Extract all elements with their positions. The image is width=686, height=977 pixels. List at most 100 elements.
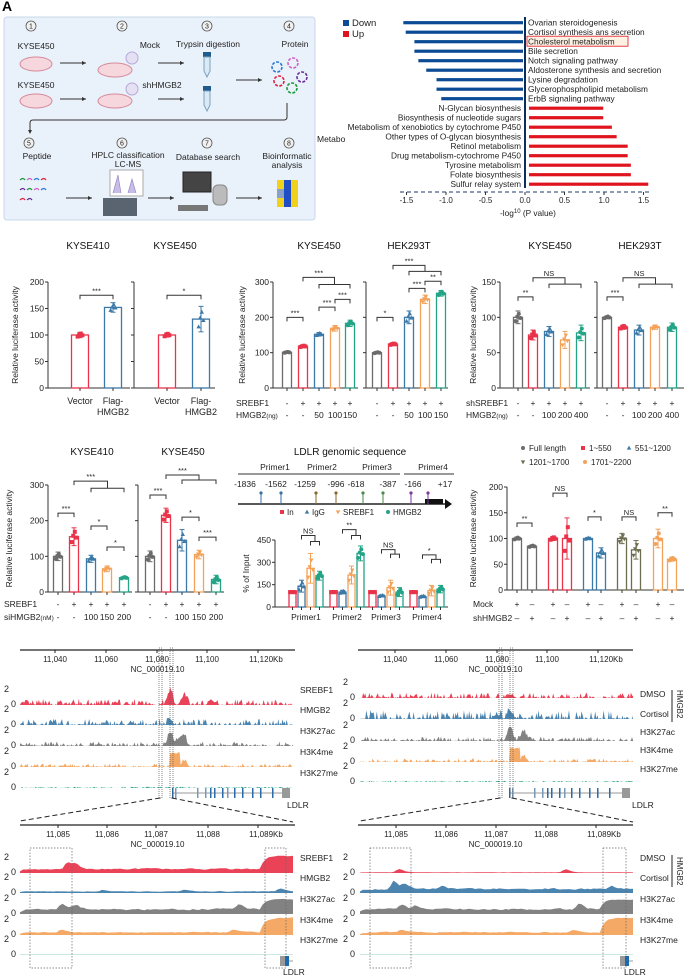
y-tick-label: 50	[494, 559, 504, 569]
significance-bracket	[73, 480, 108, 489]
chromosome-label: NC_000019.10	[131, 840, 185, 849]
exon	[589, 788, 591, 798]
bar	[547, 537, 559, 591]
condition-value: -	[57, 612, 60, 622]
ruler-tick-label: 11,085	[46, 830, 70, 839]
data-point	[622, 537, 627, 542]
scale-min-label: 0	[11, 887, 16, 897]
data-point	[342, 589, 348, 594]
significance-bracket	[342, 529, 357, 536]
ruler-tick-label: 11,040	[43, 655, 67, 664]
label-analysis: analysis	[272, 160, 303, 170]
peptide-icon	[33, 187, 40, 191]
group-label: HMGB2	[675, 857, 684, 886]
data-point	[109, 304, 115, 309]
bar	[297, 345, 309, 389]
data-point	[319, 332, 324, 337]
condition-row-label: siHMGB2(nM)	[4, 612, 54, 622]
legend-swatch-up	[343, 31, 349, 37]
condition-value: +	[670, 398, 675, 408]
significance-label: *	[189, 508, 192, 517]
peptide-icon	[26, 177, 33, 181]
y-tick-label: 0	[498, 585, 503, 595]
zoom-guide-line	[511, 797, 634, 823]
tube-cap-icon	[203, 52, 211, 57]
data-point	[296, 587, 302, 592]
step-circle	[283, 137, 295, 149]
data-point	[211, 580, 216, 585]
scale-min-label: 0	[11, 761, 16, 771]
x-tick-label: 1.0	[598, 196, 610, 205]
data-point	[148, 551, 153, 556]
condition-value: -	[286, 398, 289, 408]
significance-sub-bracket	[548, 283, 582, 289]
scale-max-label: 2	[343, 872, 348, 882]
step-circle	[116, 137, 128, 149]
data-point	[567, 538, 572, 543]
pathway-label: Lysine degradation	[528, 75, 598, 85]
condition-value: 200	[648, 410, 662, 420]
data-point	[108, 307, 113, 312]
scale-min-label: 0	[11, 929, 16, 939]
track-label: H3K4me	[300, 915, 333, 925]
chromosome-label: NC_000019.10	[469, 665, 523, 674]
significance-sub-bracket	[90, 487, 125, 493]
data-point	[623, 325, 628, 330]
condition-value: 100	[84, 612, 98, 622]
zoom-guide-line	[19, 797, 161, 822]
primer-site-marker	[259, 491, 263, 495]
condition-value: +	[122, 599, 127, 609]
data-point	[547, 326, 552, 331]
condition-value: +	[333, 398, 338, 408]
track-label: H3K27me	[300, 768, 338, 778]
step-circle	[283, 20, 295, 32]
position-label: -618	[347, 479, 364, 489]
exon	[205, 788, 207, 798]
zoom-signal-track	[360, 869, 633, 873]
bar	[371, 352, 383, 389]
heatmap-cell-icon	[277, 198, 284, 207]
chart-title: KYSE450	[153, 241, 197, 252]
y-tick-label: 300	[257, 557, 271, 567]
peptide-icon	[19, 177, 26, 181]
chart-title: KYSE450	[528, 241, 572, 252]
data-point	[631, 553, 636, 558]
track-label: H3K4me	[640, 745, 673, 755]
condition-value: +	[214, 599, 219, 609]
bar	[633, 329, 645, 389]
data-point	[182, 538, 187, 543]
scale-max-label: 2	[4, 704, 9, 714]
chromosome-label: NC_000019.10	[469, 840, 523, 849]
significance-label: ***	[62, 504, 71, 513]
step-number: 2	[120, 24, 124, 31]
cells-magnifier-icon	[125, 82, 139, 96]
x-tick-label: -0.5	[479, 196, 493, 205]
zoom-signal-track	[20, 855, 293, 873]
label-hplc: HPLC classification	[91, 150, 164, 160]
condition-value: +	[391, 398, 396, 408]
position-label: -1259	[294, 479, 316, 489]
significance-label: **	[430, 272, 436, 281]
data-point	[655, 325, 660, 330]
data-point	[596, 553, 601, 558]
arrowhead-icon	[82, 61, 86, 65]
bar	[103, 306, 123, 389]
signal-track	[360, 780, 633, 782]
legend-marker	[626, 445, 632, 450]
condition-value: 50	[314, 410, 324, 420]
significance-label: NS	[555, 484, 565, 493]
protein-icon	[286, 82, 298, 94]
x-category-label: Primer1	[291, 612, 321, 622]
primer-label: Primer4	[418, 462, 448, 472]
significance-sub-bracket	[310, 540, 320, 546]
condition-value: 150	[434, 410, 448, 420]
data-point	[404, 318, 409, 323]
chromatogram-peaks-icon	[112, 174, 137, 194]
condition-value: -	[606, 410, 609, 420]
significance-sub-bracket	[181, 479, 217, 485]
condition-value: +	[105, 599, 110, 609]
petri-dish-icon	[97, 93, 133, 109]
ruler-tick-label: 11,040	[383, 655, 407, 664]
legend-marker	[581, 446, 585, 450]
